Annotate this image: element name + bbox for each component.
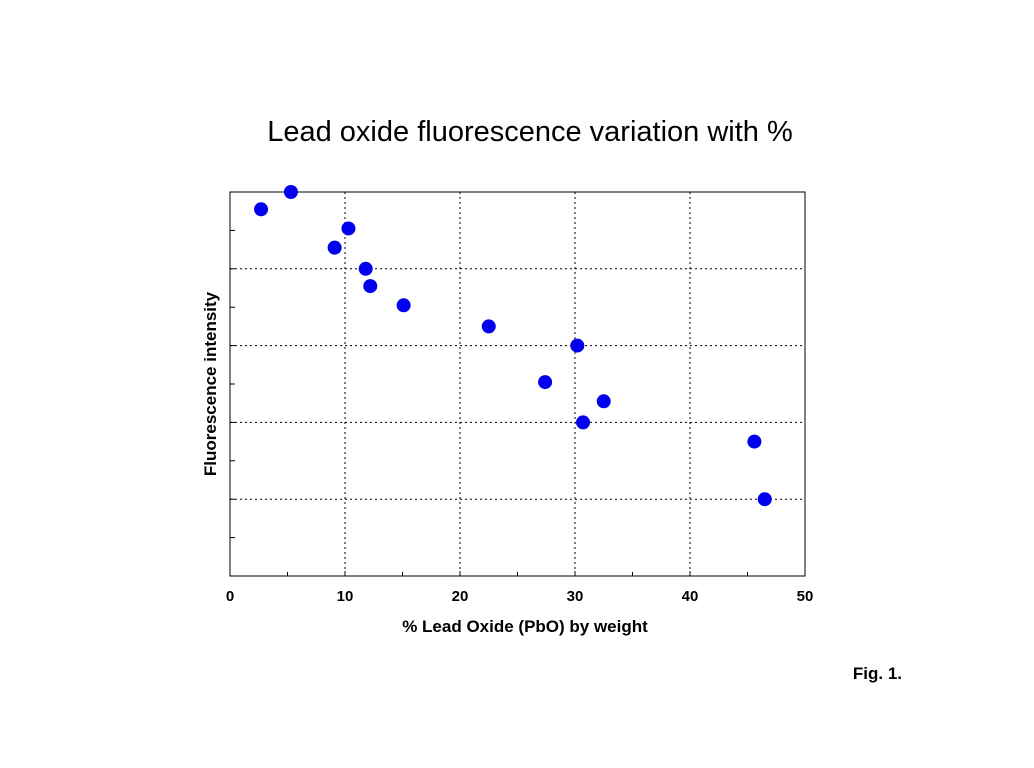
x-tick-label: 0: [226, 588, 234, 605]
plot-frame: [229, 191, 806, 577]
gridlines: [230, 192, 805, 576]
data-point: [747, 434, 762, 449]
x-tick-label: 50: [797, 588, 814, 605]
data-points: [254, 185, 772, 507]
y-axis-label: Fluorescence intensity: [201, 291, 220, 476]
data-point: [283, 185, 298, 199]
data-point: [254, 202, 269, 217]
x-tick-label: 20: [452, 588, 469, 605]
data-point: [757, 492, 772, 507]
axis-ticks: [229, 229, 806, 576]
data-point: [576, 415, 591, 430]
figure-label: Fig. 1.: [853, 664, 902, 683]
data-point: [570, 338, 585, 353]
data-point: [481, 319, 496, 334]
x-tick-label: 40: [682, 588, 699, 605]
x-axis-label: % Lead Oxide (PbO) by weight: [402, 617, 648, 636]
plot-area: [229, 191, 806, 577]
data-point: [358, 261, 373, 276]
data-point: [596, 394, 611, 409]
data-point: [341, 221, 356, 236]
data-point: [538, 375, 553, 390]
data-point: [363, 279, 378, 294]
data-point: [396, 298, 411, 313]
x-tick-label: 30: [567, 588, 584, 605]
x-tick-label: 10: [337, 588, 354, 605]
x-tick-labels: 0 10 20 30 40 50: [226, 588, 814, 605]
data-point: [327, 240, 342, 255]
chart-title: Lead oxide fluorescence variation with %: [267, 116, 793, 148]
